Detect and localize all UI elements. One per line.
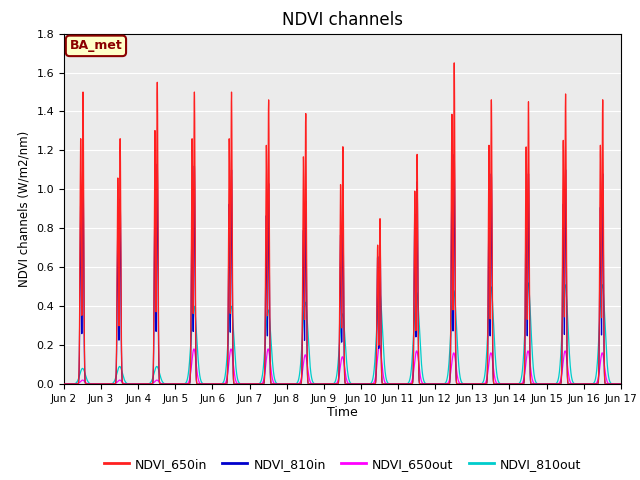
Text: BA_met: BA_met xyxy=(70,39,122,52)
X-axis label: Time: Time xyxy=(327,407,358,420)
Y-axis label: NDVI channels (W/m2/nm): NDVI channels (W/m2/nm) xyxy=(18,131,31,287)
Title: NDVI channels: NDVI channels xyxy=(282,11,403,29)
Legend: NDVI_650in, NDVI_810in, NDVI_650out, NDVI_810out: NDVI_650in, NDVI_810in, NDVI_650out, NDV… xyxy=(99,453,586,476)
